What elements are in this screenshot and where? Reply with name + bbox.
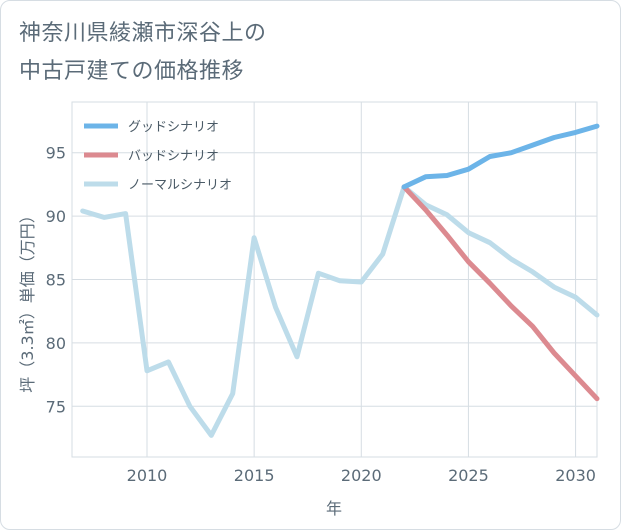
- legend-label-3: ノーマルシナリオ: [128, 178, 232, 193]
- series-line-3: [80, 184, 600, 438]
- legend-label-2: バッドシナリオ: [128, 149, 219, 164]
- legend-label-1: グッドシナリオ: [128, 120, 219, 135]
- x-axis-ticks: 2010 2015 2020 2025 2030: [127, 466, 596, 485]
- x-tick-label-2010: 2010: [127, 466, 168, 485]
- series-line-2: [401, 184, 600, 402]
- x-axis-title: 年: [326, 499, 342, 518]
- series-lines: [80, 123, 600, 438]
- chart-title: 神奈川県綾瀬市深谷上の 中古戸建ての価格推移: [19, 15, 267, 91]
- y-axis-title: 坪（3.3㎡）単価（万円）: [18, 207, 37, 392]
- chart-title-line-1: 神奈川県綾瀬市深谷上の: [19, 21, 267, 46]
- x-tick-label-2015: 2015: [234, 466, 275, 485]
- y-tick-label-80: 80: [46, 334, 66, 353]
- x-tick-label-2030: 2030: [555, 466, 596, 485]
- y-axis-ticks: 75 80 85 90 95: [46, 144, 66, 417]
- series-line-1: [401, 123, 600, 190]
- x-tick-label-2020: 2020: [341, 466, 382, 485]
- chart-title-line-2: 中古戸建ての価格推移: [19, 59, 245, 84]
- y-tick-label-95: 95: [46, 144, 66, 163]
- x-tick-label-2025: 2025: [448, 466, 489, 485]
- y-tick-label-85: 85: [46, 271, 66, 290]
- y-tick-label-90: 90: [46, 207, 66, 226]
- y-tick-label-75: 75: [46, 397, 66, 416]
